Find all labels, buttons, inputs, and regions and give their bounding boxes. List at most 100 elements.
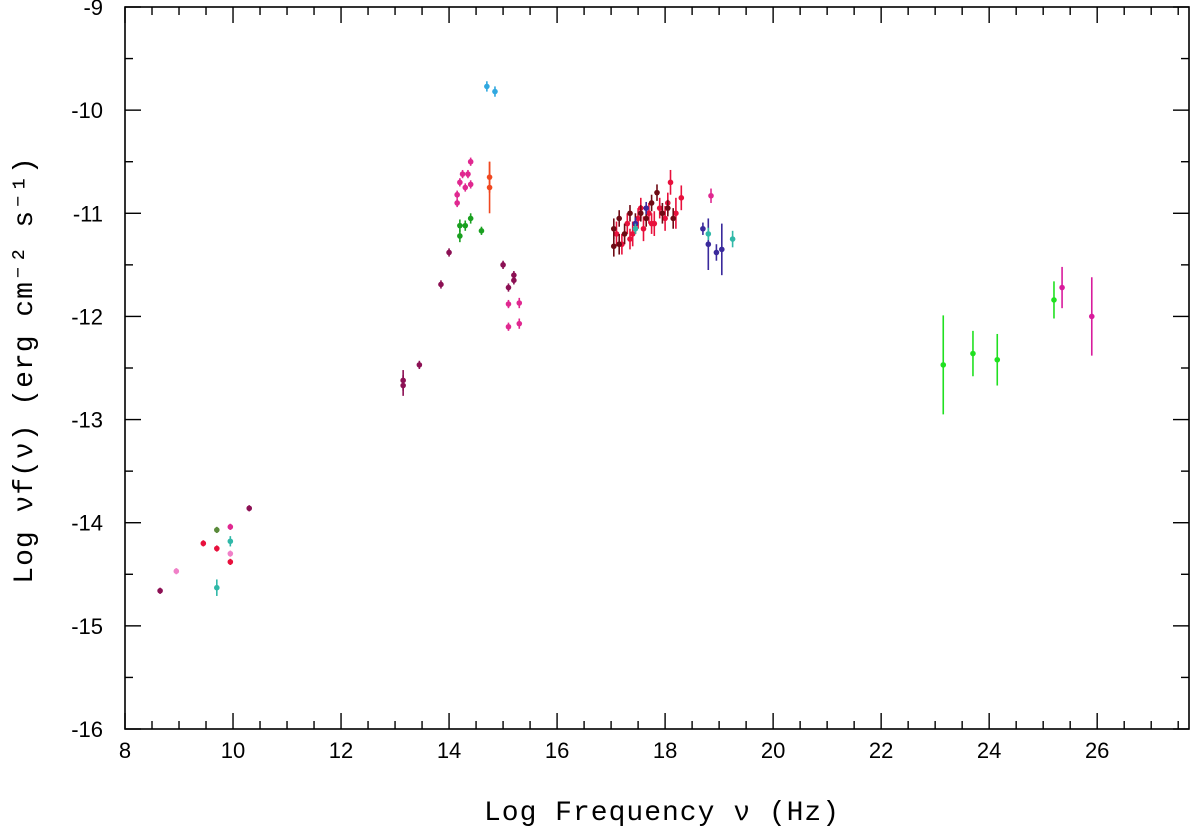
data-series-2 <box>157 248 517 594</box>
data-point <box>643 215 649 222</box>
y-tick-label: -10 <box>71 98 103 123</box>
data-point <box>627 236 633 242</box>
data-point <box>214 527 220 533</box>
x-tick-label: 24 <box>977 738 1001 763</box>
data-point <box>492 88 498 95</box>
data-point <box>227 550 234 557</box>
data-point <box>654 189 660 196</box>
data-point <box>446 249 452 256</box>
data-point <box>670 215 677 222</box>
data-point <box>457 179 463 186</box>
data-point <box>227 524 234 530</box>
data-series-1 <box>227 157 714 530</box>
x-tick-label: 16 <box>545 738 569 763</box>
data-point <box>662 215 668 222</box>
x-tick-label: 10 <box>221 738 245 763</box>
x-tick-label: 12 <box>329 738 353 763</box>
data-point <box>227 538 234 545</box>
data-point <box>667 179 674 186</box>
data-point <box>610 225 617 232</box>
data-point <box>246 505 253 512</box>
data-point <box>157 587 163 594</box>
data-series-12 <box>173 550 234 575</box>
data-point <box>400 382 406 389</box>
data-point <box>457 222 463 229</box>
data-point <box>970 350 976 357</box>
data-series-10 <box>940 281 1057 415</box>
x-tick-label: 8 <box>119 738 131 763</box>
data-point <box>173 568 180 574</box>
y-tick-label: -9 <box>83 0 103 20</box>
data-series-4 <box>484 81 498 97</box>
data-point <box>616 215 622 222</box>
y-axis-ticks: -16 -15 -14 -13 -12 -11 -10 -9 <box>71 0 1189 742</box>
data-point <box>516 300 523 306</box>
data-point <box>454 191 460 198</box>
data-point <box>640 225 647 232</box>
data-point <box>511 277 517 284</box>
x-tick-label: 22 <box>869 738 893 763</box>
x-axis-ticks: 8 10 12 14 16 18 20 22 24 26 <box>119 7 1179 763</box>
y-tick-label: -15 <box>71 614 103 639</box>
data-point <box>613 231 620 237</box>
data-points <box>157 81 1095 596</box>
y-tick-label: -16 <box>71 717 103 742</box>
data-point <box>214 545 220 552</box>
data-point <box>646 210 652 217</box>
x-tick-label: 20 <box>761 738 785 763</box>
data-point <box>500 262 506 268</box>
data-point <box>708 192 714 199</box>
y-tick-label: -13 <box>71 408 103 433</box>
data-point <box>621 231 628 237</box>
data-point <box>994 356 1001 363</box>
data-point <box>227 559 234 565</box>
data-point <box>516 320 523 327</box>
data-point <box>1051 297 1057 303</box>
y-tick-label: -14 <box>71 511 103 536</box>
data-point <box>616 241 622 248</box>
data-point <box>1088 313 1095 320</box>
data-point <box>656 205 663 211</box>
data-point <box>1059 284 1065 291</box>
y-axis-title: Log νf(ν) (erg cm⁻² s⁻¹) <box>10 156 41 583</box>
x-tick-label: 26 <box>1085 738 1109 763</box>
data-point <box>467 181 474 188</box>
data-point <box>940 362 947 368</box>
y-tick-label: -11 <box>73 201 103 226</box>
data-series-5 <box>486 161 493 214</box>
data-point <box>465 171 471 177</box>
data-point <box>511 272 517 278</box>
data-point <box>643 205 649 211</box>
data-point <box>467 215 474 222</box>
data-point <box>624 220 631 227</box>
data-series-3 <box>457 213 485 243</box>
data-series-9 <box>214 223 736 596</box>
data-point <box>505 301 512 307</box>
data-point <box>659 210 666 217</box>
x-tick-label: 18 <box>653 738 677 763</box>
x-tick-label: 14 <box>437 738 461 763</box>
data-point <box>478 228 485 234</box>
data-point <box>637 210 644 217</box>
data-point <box>713 249 720 256</box>
data-point <box>467 158 474 165</box>
data-point <box>700 225 706 232</box>
data-series-11 <box>1059 266 1095 356</box>
data-point <box>610 243 617 250</box>
data-point <box>454 200 460 206</box>
data-point <box>673 210 679 217</box>
data-point <box>635 215 641 222</box>
data-point <box>462 184 469 191</box>
y-tick-label: -12 <box>71 304 103 329</box>
data-point <box>462 222 469 229</box>
data-point <box>505 323 512 330</box>
data-point <box>678 195 685 201</box>
data-point <box>627 210 633 217</box>
data-point <box>214 584 220 591</box>
data-point <box>729 236 736 242</box>
data-point <box>719 246 725 253</box>
data-point <box>486 174 493 180</box>
data-point <box>705 241 712 248</box>
